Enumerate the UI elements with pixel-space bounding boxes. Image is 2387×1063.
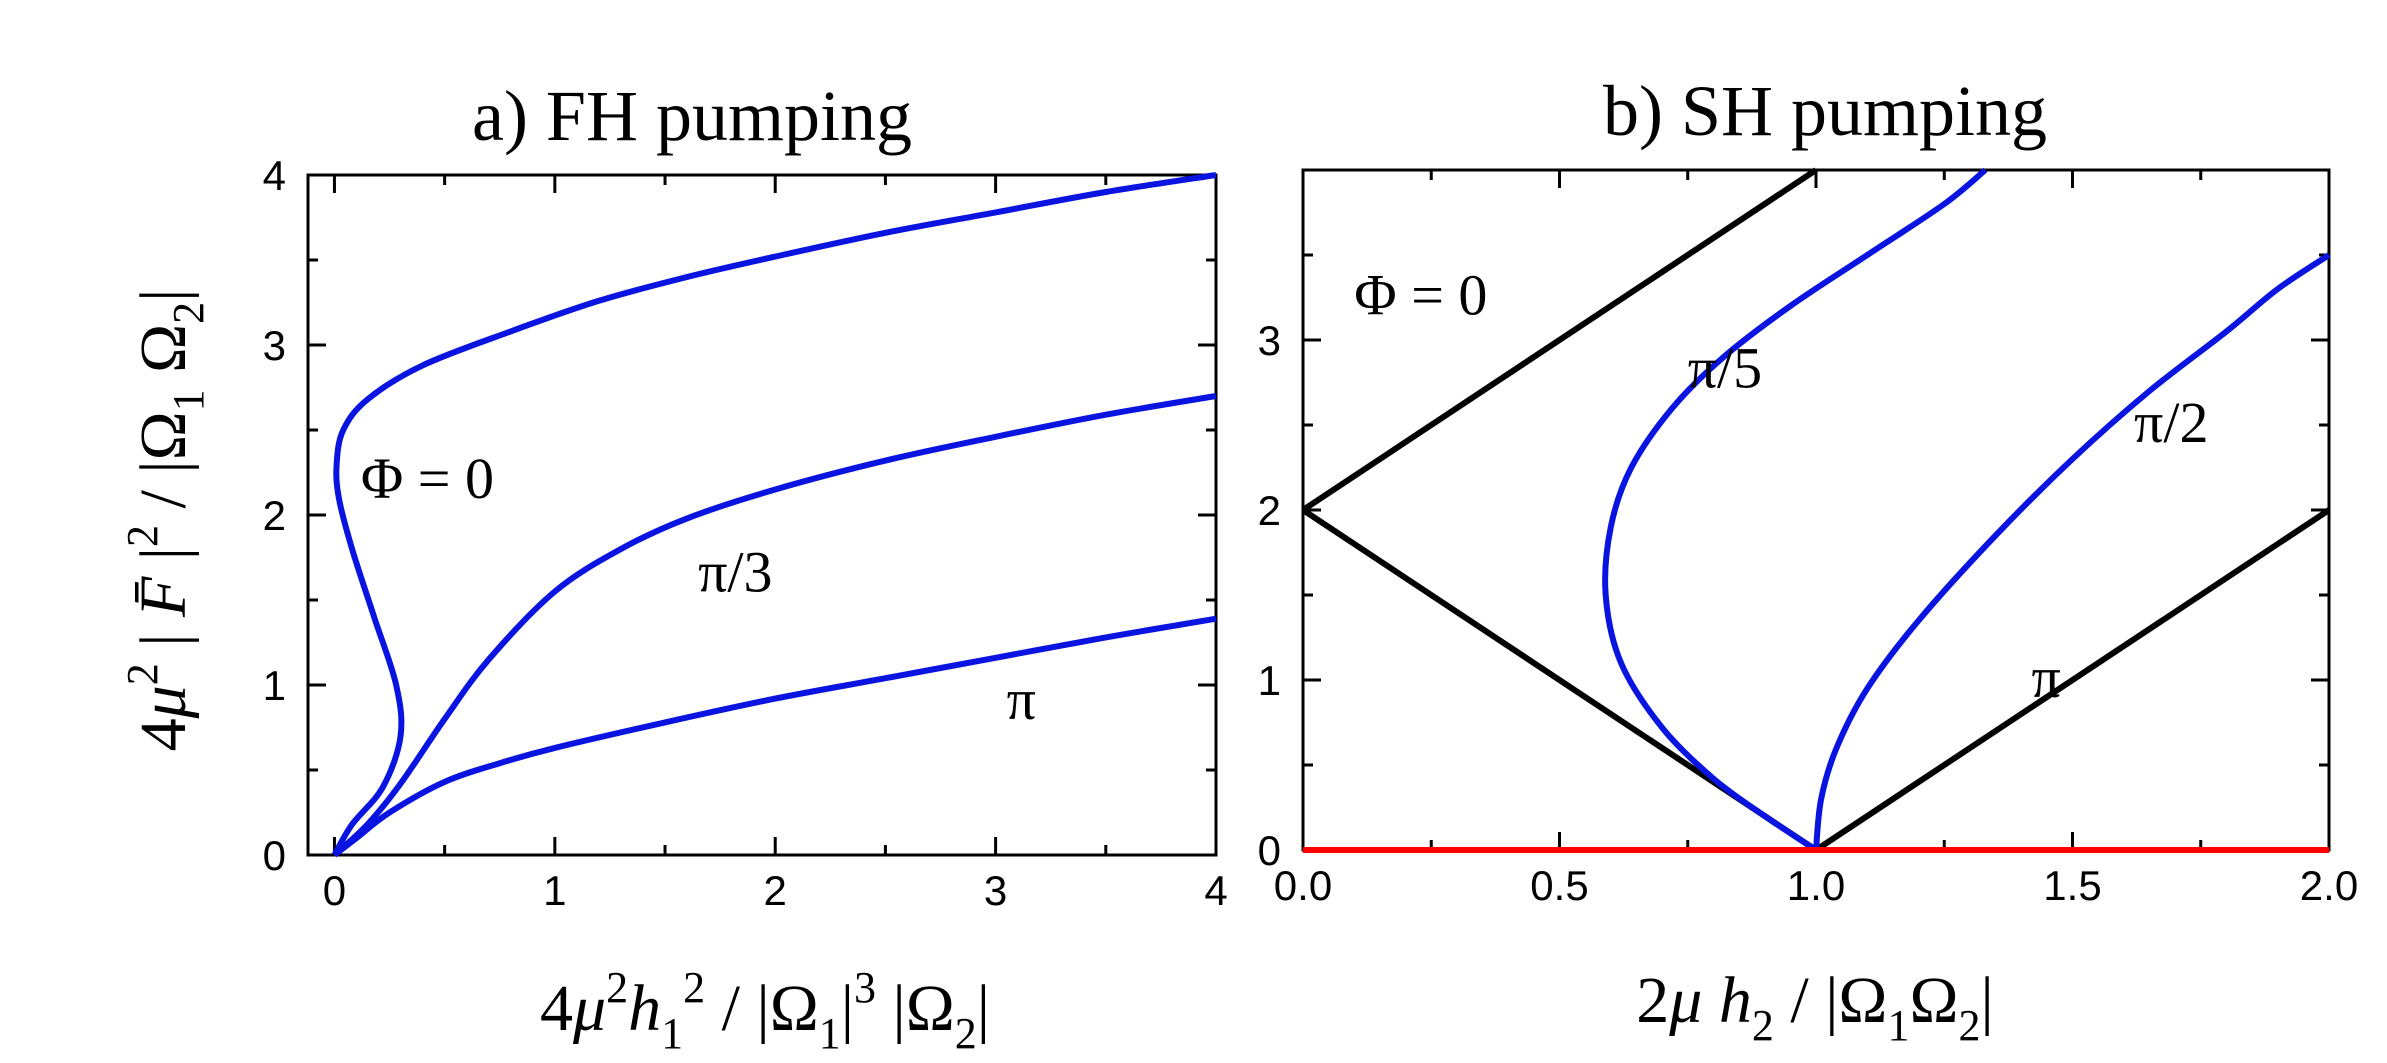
panel-a-annotation: π bbox=[1007, 667, 1036, 732]
panel-a-ytick-label: 3 bbox=[263, 322, 286, 369]
panel-a-ytick-label: 1 bbox=[263, 662, 286, 709]
panel-a-xtick-label: 0 bbox=[323, 867, 346, 914]
panel-a-ytick-label: 2 bbox=[263, 492, 286, 539]
panel-a-ytick-label: 4 bbox=[263, 152, 286, 199]
panel-b-annotation: Φ = 0 bbox=[1354, 263, 1487, 328]
panel-a-xtick-label: 1 bbox=[543, 867, 566, 914]
panel-b-title: b) SH pumping bbox=[1603, 71, 2047, 151]
panel-b-series-line-0 bbox=[1301, 167, 1818, 513]
panel-b-series bbox=[1301, 167, 2331, 853]
panel-a-xlabel: 4μ2h12 / |Ω1|3 |Ω2| bbox=[540, 963, 990, 1058]
panel-b-ytick-label: 1 bbox=[1258, 657, 1281, 704]
panel-a-annotations: Φ = 0 π/3 π bbox=[361, 446, 1036, 732]
panel-a-annotation: π/3 bbox=[698, 540, 772, 605]
panel-b-annotation: π/5 bbox=[1688, 336, 1762, 401]
panel-a-ytick-label: 0 bbox=[263, 832, 286, 879]
panel-b-series-line-4 bbox=[1813, 252, 2331, 851]
panel-b-ytick-label: 3 bbox=[1258, 317, 1281, 364]
panel-b-ytick-label: 2 bbox=[1258, 487, 1281, 534]
panel-a-ylabel: 4μ2 | F̄ |2 / |Ω1 Ω2| bbox=[118, 289, 213, 752]
panel-b-xtick-label: 0.0 bbox=[1274, 862, 1332, 909]
panel-a-xtick-label: 4 bbox=[1204, 867, 1227, 914]
panel-b-annotations: Φ = 0 π/5 π/2 π bbox=[1354, 263, 2208, 711]
panel-b-xtick-label: 2.0 bbox=[2300, 862, 2358, 909]
panel-b-series-line-3 bbox=[1602, 167, 1988, 853]
panel-b-xtick-label: 1.0 bbox=[1787, 862, 1845, 909]
panel-b-annotation: π/2 bbox=[2134, 390, 2208, 455]
panel-b-annotation: π bbox=[2031, 645, 2060, 710]
panel-a: a) FH pumping 0 1 2 3 4 0 1 2 3 4 Φ = 0 π/3 π 4μ2h1… bbox=[118, 76, 1228, 1058]
panel-a-xtick-label: 3 bbox=[984, 867, 1007, 914]
panel-a-xtick-label: 2 bbox=[764, 867, 787, 914]
panel-a-title: a) FH pumping bbox=[472, 76, 912, 156]
panel-b-xtick-label: 0.5 bbox=[1530, 862, 1588, 909]
panel-a-series-line-1 bbox=[332, 393, 1217, 858]
panel-a-frame bbox=[306, 173, 1218, 857]
panel-b-ytick-label: 0 bbox=[1258, 827, 1281, 874]
panel-a-annotation: Φ = 0 bbox=[361, 446, 494, 511]
panel-a-series bbox=[331, 172, 1217, 858]
panel-a-ticks: 0 1 2 3 4 0 1 2 3 4 bbox=[263, 152, 1228, 914]
panel-b-xlabel: 2μ h2 / |Ω1Ω2| bbox=[1636, 964, 1994, 1050]
panel-a-series-line-0 bbox=[331, 172, 1217, 857]
panel-b-series-line-2 bbox=[1814, 507, 2331, 853]
panel-a-series-line-2 bbox=[332, 615, 1217, 858]
panel-b-xtick-label: 1.5 bbox=[2043, 862, 2101, 909]
panel-b: b) SH pumping 0.0 0.5 1.0 1.5 2.0 0 1 2 3 Φ = 0 π… bbox=[1258, 71, 2359, 1050]
